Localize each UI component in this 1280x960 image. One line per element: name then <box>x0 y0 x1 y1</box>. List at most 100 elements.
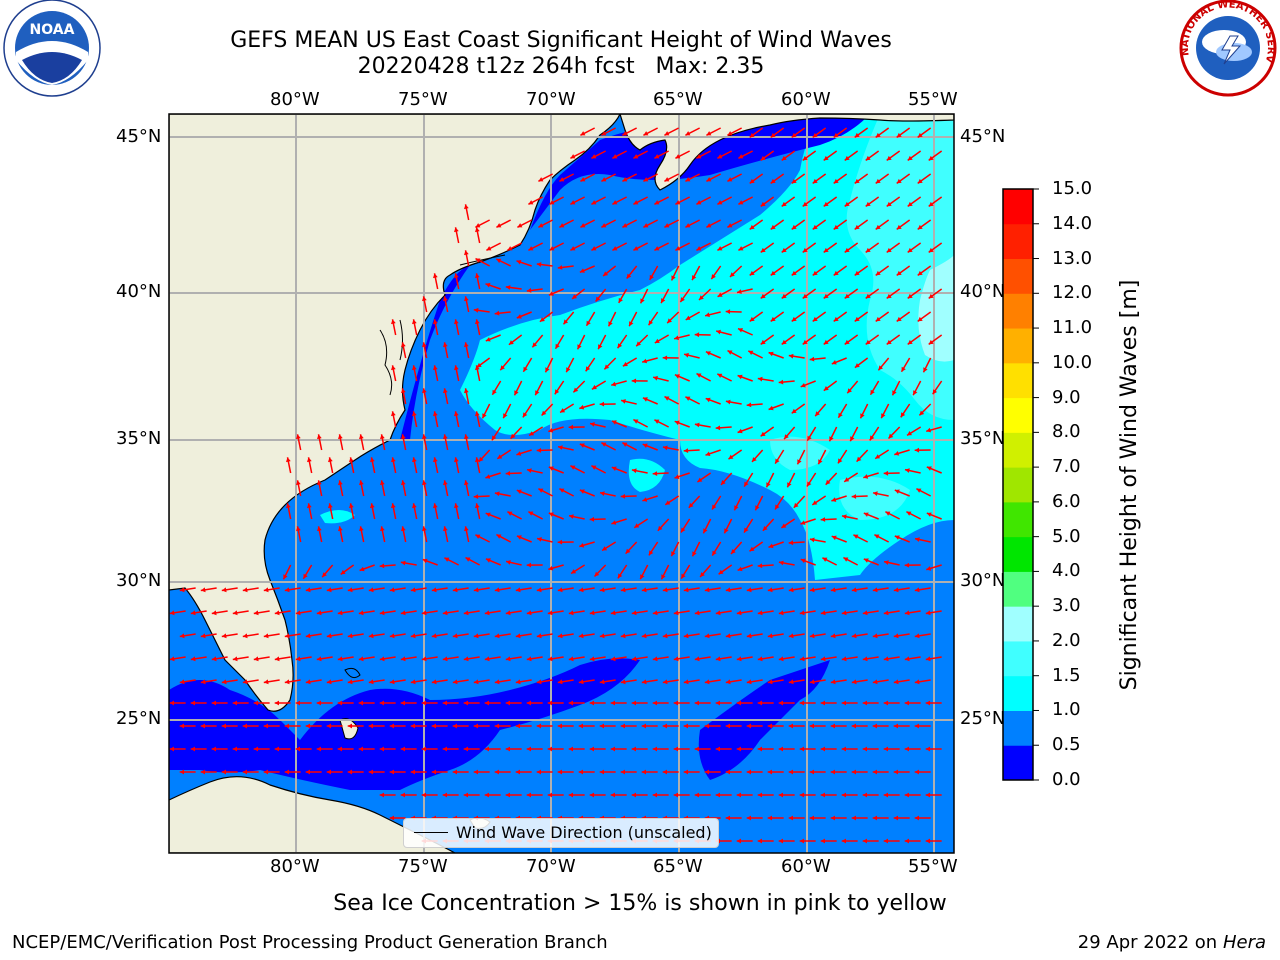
colorbar-segment <box>1003 432 1033 468</box>
wave-arrow-head <box>179 587 185 593</box>
wave-arrow-head <box>875 178 881 184</box>
wave-arrow-head <box>883 656 889 662</box>
wave-arrow-head <box>622 131 628 136</box>
wave-arrow-head <box>802 293 808 299</box>
wave-arrow-head <box>603 271 609 276</box>
wave-arrow-head <box>400 792 405 798</box>
wave-arrow-head <box>358 656 364 662</box>
wave-arrow-head <box>749 546 755 552</box>
wave-arrow-head <box>888 433 894 439</box>
wave-arrow-head <box>548 428 554 433</box>
wave-arrow-head <box>886 339 892 345</box>
wave-arrow-head <box>379 563 385 569</box>
wave-arrow-head <box>674 374 680 379</box>
wave-arrow-head <box>557 539 563 545</box>
wave-arrow-head <box>589 792 594 798</box>
wave-arrow-head <box>715 656 721 662</box>
wave-arrow-head <box>494 491 500 497</box>
wave-arrow-head <box>526 656 532 662</box>
wave-arrow-head <box>901 366 906 372</box>
wave-arrow-head <box>788 679 794 685</box>
wave-arrow-head <box>809 679 815 685</box>
wave-arrow-head <box>622 223 628 228</box>
wave-arrow-head <box>400 746 405 752</box>
wave-arrow-head <box>841 746 846 752</box>
wave-arrow-head <box>568 700 573 706</box>
wave-arrow-head <box>305 587 311 593</box>
wave-arrow-head <box>781 201 787 207</box>
wave-arrow-head <box>844 293 850 299</box>
lat-label-left: 30°N <box>116 570 162 591</box>
wave-arrow-head <box>496 258 502 264</box>
wave-arrow-head <box>850 436 855 442</box>
lon-label-bottom: 75°W <box>398 856 448 877</box>
wave-arrow-head <box>473 307 479 313</box>
wave-arrow-head <box>516 535 522 540</box>
wave-arrow-head <box>705 312 710 318</box>
wave-arrow-head <box>601 177 607 182</box>
wave-arrow-head <box>692 551 697 557</box>
wave-arrow-head <box>872 815 877 821</box>
lon-label-top: 75°W <box>398 89 448 110</box>
wave-arrow-head <box>831 497 837 502</box>
wave-arrow-head <box>728 454 734 460</box>
wave-arrow-head <box>454 457 459 463</box>
wave-arrow-head <box>809 587 815 593</box>
wave-arrow-head <box>873 491 878 496</box>
wave-arrow-head <box>749 316 755 322</box>
wave-arrow-head <box>484 792 489 798</box>
wave-arrow-head <box>359 526 364 532</box>
wave-arrow-head <box>464 204 469 210</box>
wave-arrow-head <box>752 457 757 462</box>
wave-arrow-head <box>662 633 668 639</box>
wave-arrow-head <box>221 679 227 685</box>
wave-arrow-head <box>893 723 898 729</box>
wave-arrow-head <box>696 246 702 251</box>
wave-arrow-head <box>865 339 871 345</box>
wave-arrow-head <box>841 700 846 706</box>
wave-arrow-head <box>704 679 710 685</box>
wave-arrow-head <box>389 769 394 775</box>
wave-arrow-head <box>305 723 310 729</box>
wave-arrow-head <box>770 270 776 276</box>
wave-arrow-head <box>680 297 685 303</box>
wave-arrow-head <box>442 792 447 798</box>
wave-arrow-head <box>674 420 680 426</box>
wave-arrow-head <box>347 769 352 775</box>
wave-arrow-head <box>422 296 427 302</box>
wave-arrow-head <box>631 792 636 798</box>
wave-arrow-head <box>295 746 300 752</box>
wave-arrow-head <box>767 633 773 639</box>
wave-arrow-head <box>589 700 594 706</box>
wave-arrow-head <box>557 633 563 639</box>
wave-arrow-head <box>599 769 604 775</box>
wave-arrow-head <box>599 587 605 593</box>
wave-arrow-head <box>611 520 617 525</box>
wave-arrow-head <box>612 200 618 205</box>
wave-arrow-head <box>568 746 573 752</box>
wave-arrow-head <box>652 792 657 798</box>
wave-arrow-head <box>781 247 787 253</box>
lat-label-right: 45°N <box>960 126 1006 147</box>
wave-arrow-head <box>359 434 364 440</box>
colorbar-tick-label: 6.0 <box>1052 490 1081 512</box>
wave-arrow-head <box>854 363 860 368</box>
wave-arrow-head <box>671 275 676 281</box>
colorbar-tick-label: 0.0 <box>1052 769 1081 790</box>
wave-arrow-head <box>738 328 743 333</box>
wave-arrow-head <box>611 381 617 387</box>
wave-arrow-head <box>734 505 739 511</box>
wave-arrow-head <box>515 587 521 593</box>
wave-arrow-head <box>190 746 195 752</box>
wave-arrow-head <box>610 792 615 798</box>
wave-arrow-head <box>612 154 618 159</box>
wave-arrow-head <box>400 560 406 566</box>
wave-arrow-head <box>767 679 773 685</box>
wave-arrow-head <box>802 339 808 345</box>
wave-arrow-head <box>568 424 574 430</box>
wave-arrow-head <box>926 427 932 433</box>
wave-arrow-head <box>559 488 565 493</box>
wave-arrow-head <box>538 223 544 228</box>
wave-arrow-head <box>841 610 847 616</box>
wave-arrow-head <box>622 361 628 367</box>
